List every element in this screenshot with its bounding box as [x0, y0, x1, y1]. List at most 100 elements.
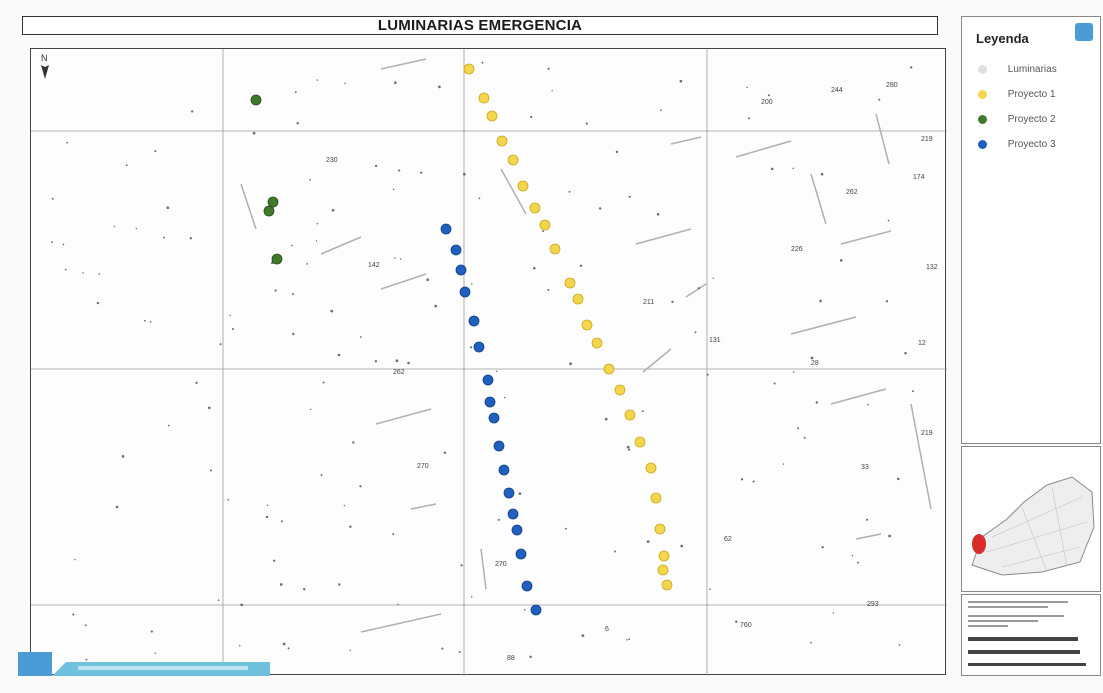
- proyecto-1-point[interactable]: [634, 436, 646, 448]
- luminaria-point: [878, 98, 881, 101]
- map-frame: N: [30, 48, 947, 676]
- luminaria-point: [792, 167, 794, 170]
- inset-locator-map: [961, 446, 1101, 592]
- luminaria-point: [273, 559, 276, 562]
- proyecto-3-point[interactable]: [484, 396, 496, 408]
- grid-lines: [31, 49, 947, 676]
- luminaria-point: [229, 314, 231, 317]
- proyecto-1-point[interactable]: [496, 135, 508, 147]
- proyecto-1-point[interactable]: [517, 180, 529, 192]
- proyecto-3-point[interactable]: [455, 264, 467, 276]
- luminaria-point: [518, 492, 522, 495]
- proyecto-1-point[interactable]: [549, 243, 561, 255]
- luminaria-point: [399, 258, 402, 260]
- block-number: 33: [861, 464, 869, 471]
- proyecto-2-point[interactable]: [267, 196, 279, 208]
- proyecto-3-point[interactable]: [493, 440, 505, 452]
- proyecto-1-point[interactable]: [507, 154, 519, 166]
- luminaria-point: [167, 424, 170, 427]
- proyecto-1-point[interactable]: [657, 564, 669, 576]
- inset-map-canvas: [971, 476, 1095, 576]
- luminaria-point: [166, 206, 170, 210]
- proyecto-3-point[interactable]: [515, 548, 527, 560]
- luminaria-point: [359, 336, 362, 338]
- proyecto-3-point[interactable]: [498, 464, 510, 476]
- luminaria-point: [420, 171, 423, 174]
- info-panel: [961, 594, 1101, 676]
- proyecto-2-point[interactable]: [271, 253, 283, 265]
- block-number: 270: [417, 463, 429, 470]
- luminaria-point: [163, 236, 165, 239]
- street-label: [320, 236, 362, 255]
- proyecto-1-point[interactable]: [581, 319, 593, 331]
- luminaria-point: [660, 109, 662, 111]
- luminaria-point: [694, 331, 697, 334]
- proyecto-1-point[interactable]: [603, 363, 615, 375]
- luminaria-point: [551, 89, 553, 92]
- street-label: [360, 613, 442, 633]
- block-number: 262: [393, 369, 405, 376]
- proyecto-1-point[interactable]: [624, 409, 636, 421]
- luminaria-point: [66, 141, 69, 144]
- area-highlight: [972, 534, 986, 554]
- luminaria-point: [656, 213, 660, 216]
- proyecto-3-point[interactable]: [459, 286, 471, 298]
- proyecto-1-point[interactable]: [645, 462, 657, 474]
- luminaria-point: [135, 227, 138, 230]
- luminaria-point: [392, 188, 395, 191]
- proyecto-1-point[interactable]: [658, 550, 670, 562]
- luminaria-point: [397, 603, 399, 606]
- proyecto-3-point[interactable]: [503, 487, 515, 499]
- proyecto-1-point[interactable]: [614, 384, 626, 396]
- proyecto-1-point[interactable]: [564, 277, 576, 289]
- proyecto-1-point[interactable]: [661, 579, 673, 591]
- luminaria-point: [495, 370, 498, 373]
- proyecto-3-point[interactable]: [521, 580, 533, 592]
- map-canvas[interactable]: N: [31, 49, 947, 676]
- block-number: 62: [724, 536, 732, 543]
- luminaria-point: [374, 360, 378, 363]
- proyecto-3-point[interactable]: [507, 508, 519, 520]
- proyecto-1-point[interactable]: [478, 92, 490, 104]
- proyecto-3-point[interactable]: [511, 524, 523, 536]
- luminaria-point: [803, 436, 806, 439]
- street-label: [830, 388, 887, 405]
- proyecto-3-point[interactable]: [482, 374, 494, 386]
- block-number: 174: [913, 174, 925, 181]
- luminaria-point: [706, 373, 709, 376]
- proyecto-3-point[interactable]: [440, 223, 452, 235]
- proyecto-3-point[interactable]: [450, 244, 462, 256]
- proyecto-1-point[interactable]: [572, 293, 584, 305]
- proyecto-2-point[interactable]: [250, 94, 262, 106]
- proyecto-3-point[interactable]: [530, 604, 542, 616]
- luminaria-point: [240, 603, 244, 607]
- luminaria-point: [72, 613, 75, 616]
- luminaria-point: [529, 655, 532, 659]
- luminaria-point: [735, 620, 738, 623]
- luminaria-point: [821, 546, 824, 549]
- proyecto-3-point[interactable]: [488, 412, 500, 424]
- block-number-layer: 200 244 280 219 174 262 226 132 142 211 131 28 12 262…: [326, 82, 938, 662]
- proyecto-1-point[interactable]: [539, 219, 551, 231]
- legend-panel: Leyenda Luminarias Proyecto 1 Proyecto 2…: [961, 16, 1101, 444]
- luminaria-point: [904, 352, 907, 355]
- luminaria-point: [227, 498, 230, 501]
- proyecto-1-point[interactable]: [463, 63, 475, 75]
- luminaria-point: [460, 564, 463, 567]
- proyecto-1-point[interactable]: [591, 337, 603, 349]
- proyecto-3-point[interactable]: [473, 341, 485, 353]
- street-label: [635, 228, 692, 245]
- proyecto-1-point[interactable]: [650, 492, 662, 504]
- luminaria-point: [195, 381, 198, 385]
- luminaria-point: [628, 638, 631, 640]
- street-label: [735, 140, 792, 158]
- proyecto-1-point[interactable]: [654, 523, 666, 535]
- block-number: 142: [368, 262, 380, 269]
- proyecto-2-point[interactable]: [263, 205, 275, 217]
- luminaria-point: [150, 630, 153, 633]
- proyecto-3-point[interactable]: [468, 315, 480, 327]
- block-number: 88: [507, 655, 515, 662]
- proyecto-1-point[interactable]: [486, 110, 498, 122]
- luminaria-point: [296, 121, 299, 125]
- proyecto-1-point[interactable]: [529, 202, 541, 214]
